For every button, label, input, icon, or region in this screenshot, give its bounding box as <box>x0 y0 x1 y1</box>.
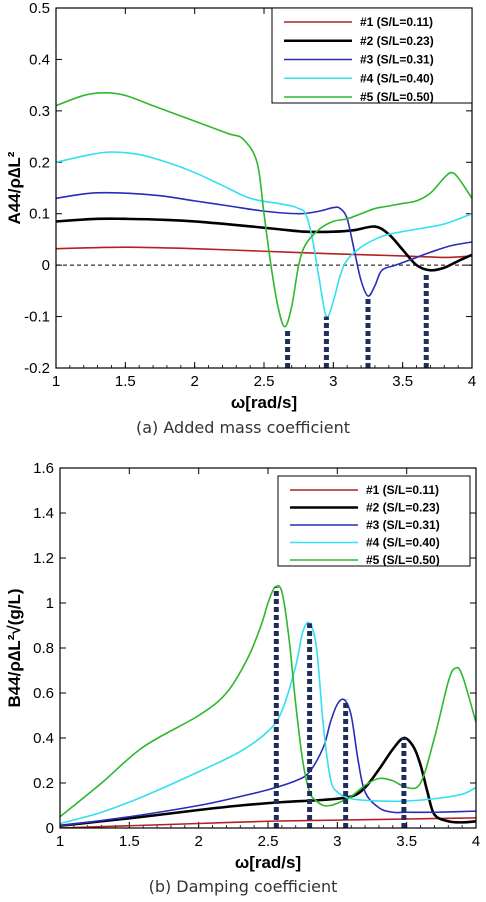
x-axis-label: ω[rad/s] <box>235 853 301 872</box>
x-tick-label: 2.5 <box>258 833 279 850</box>
x-tick-label: 3 <box>333 833 341 850</box>
y-tick-label: 0.2 <box>29 154 50 171</box>
y-tick-label: 1.4 <box>33 505 54 522</box>
legend-label: #5 (S/L=0.50) <box>360 90 434 104</box>
series-group <box>56 92 472 328</box>
legend-label: #3 (S/L=0.31) <box>360 53 434 67</box>
legend-label: #2 (S/L=0.23) <box>366 501 440 515</box>
x-tick-label: 2 <box>190 373 198 390</box>
y-tick-label: -0.2 <box>24 360 50 377</box>
legend-label: #4 (S/L=0.40) <box>366 536 440 550</box>
y-tick-label: 0.3 <box>29 103 50 120</box>
y-tick-label: 0.1 <box>29 206 50 223</box>
series-line <box>56 92 472 328</box>
legend-box <box>277 475 471 567</box>
x-tick-label: 4 <box>468 373 476 390</box>
caption-added-mass: (a) Added mass coefficient <box>136 418 350 437</box>
series-line <box>60 817 476 828</box>
y-tick-label: 0.4 <box>33 730 54 747</box>
x-tick-label: 2.5 <box>254 373 275 390</box>
y-tick-label: 0 <box>46 820 54 837</box>
y-tick-label: -0.1 <box>24 309 50 326</box>
x-tick-label: 2 <box>194 833 202 850</box>
added-mass-chart: -0.2 -0.1 0 0.1 0.2 0.3 0.4 0.5 1 1.5 2 2.5 3 3.5 4 #1 … <box>5 0 476 412</box>
caption-damping: (b) Damping coefficient <box>148 877 338 896</box>
legend-label: #4 (S/L=0.40) <box>360 71 434 85</box>
series-line <box>60 736 476 828</box>
x-tick-label: 4 <box>472 833 480 850</box>
y-tick-label: 0 <box>42 257 50 274</box>
y-tick-label: 1 <box>46 595 54 612</box>
y-tick-label: 0.2 <box>33 775 54 792</box>
y-tick-label: 1.2 <box>33 550 54 567</box>
damping-chart: 0 0.2 0.4 0.6 0.8 1 1.2 1.4 1.6 1 1.5 2 2.5 3 3.5 4 #1 (… <box>5 460 480 872</box>
series-line <box>56 151 472 318</box>
x-tick-label: 1.5 <box>119 833 140 850</box>
series-line <box>56 246 472 259</box>
legend-label: #2 (S/L=0.23) <box>360 34 434 48</box>
plot-frame <box>59 467 477 829</box>
y-tick-label: 0.6 <box>33 685 54 702</box>
y-axis-label: A44/ρ∆L² <box>5 151 24 224</box>
series-line <box>60 584 476 818</box>
legend-label: #3 (S/L=0.31) <box>366 518 440 532</box>
x-tick-label: 3 <box>329 373 337 390</box>
y-tick-label: 0.8 <box>33 640 54 657</box>
y-tick-label: 0.4 <box>29 51 50 68</box>
series-group <box>60 584 476 828</box>
series-line <box>56 191 472 297</box>
y-tick-label: 0.5 <box>29 0 50 17</box>
x-tick-label: 3.5 <box>392 373 413 390</box>
legend-label: #1 (S/L=0.11) <box>360 15 433 29</box>
x-tick-label: 1 <box>52 373 60 390</box>
legend-label: #1 (S/L=0.11) <box>366 483 439 497</box>
plot-frame <box>55 7 473 369</box>
series-line <box>60 698 476 827</box>
x-tick-label: 1.5 <box>115 373 136 390</box>
x-tick-label: 3.5 <box>396 833 417 850</box>
y-axis-label: B44/ρ∆L²√(g/L) <box>5 588 24 707</box>
series-line <box>60 621 476 825</box>
legend-label: #5 (S/L=0.50) <box>366 553 440 567</box>
y-tick-label: 1.6 <box>33 460 54 477</box>
series-line <box>56 217 472 272</box>
x-tick-label: 1 <box>56 833 64 850</box>
legend-box <box>271 7 473 104</box>
x-axis-label: ω[rad/s] <box>231 393 297 412</box>
